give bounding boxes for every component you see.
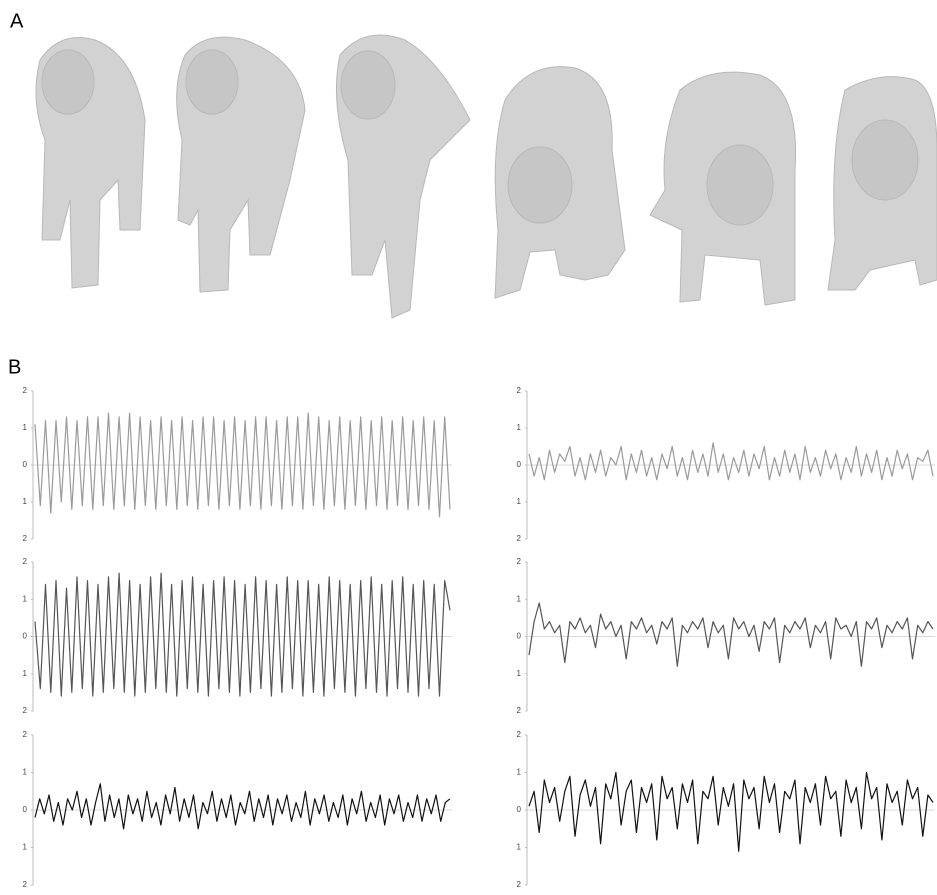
y-tick-label: 1: [23, 768, 28, 777]
y-tick-label: 1: [517, 843, 522, 852]
y-tick-label: 1: [23, 669, 28, 678]
y-tick-label: 0: [517, 460, 522, 469]
y-tick-label: 0: [517, 632, 522, 641]
y-tick-label: 1: [23, 843, 28, 852]
y-tick-label: 0: [23, 460, 28, 469]
dog: [176, 36, 306, 293]
dog: [827, 76, 937, 291]
dog: [494, 66, 626, 299]
y-tick-label: 2: [23, 730, 28, 739]
y-tick-label: 2: [517, 880, 522, 889]
trace: [528, 602, 934, 667]
y-tick-label: 1: [23, 594, 28, 603]
y-tick-label: 1: [517, 497, 522, 506]
dog: [35, 37, 146, 289]
trace: [528, 771, 934, 852]
y-tick-label: 2: [23, 706, 28, 715]
y-tick-label: 2: [23, 557, 28, 566]
y-tick-label: 2: [517, 730, 522, 739]
dog-photos: [35, 34, 937, 319]
y-tick-label: 2: [517, 557, 522, 566]
panel-label: B: [8, 356, 21, 378]
y-tick-label: 0: [23, 805, 28, 814]
y-tick-label: 2: [517, 386, 522, 395]
y-tick-label: 2: [23, 386, 28, 395]
trace: [528, 442, 934, 481]
y-tick-label: 2: [23, 880, 28, 889]
trace: [34, 412, 451, 518]
y-tick-label: 1: [517, 594, 522, 603]
y-tick-label: 2: [517, 706, 522, 715]
dog: [335, 34, 471, 319]
trace: [34, 783, 451, 830]
y-tick-label: 1: [517, 423, 522, 432]
panel-label: A: [10, 10, 24, 32]
y-tick-label: 1: [23, 423, 28, 432]
trace: [34, 572, 451, 697]
dog: [649, 71, 797, 306]
y-tick-label: 2: [23, 534, 28, 543]
y-tick-label: 1: [517, 669, 522, 678]
y-tick-label: 2: [517, 534, 522, 543]
y-tick-label: 0: [23, 632, 28, 641]
y-tick-label: 1: [23, 497, 28, 506]
y-tick-label: 0: [517, 805, 522, 814]
y-tick-label: 1: [517, 768, 522, 777]
